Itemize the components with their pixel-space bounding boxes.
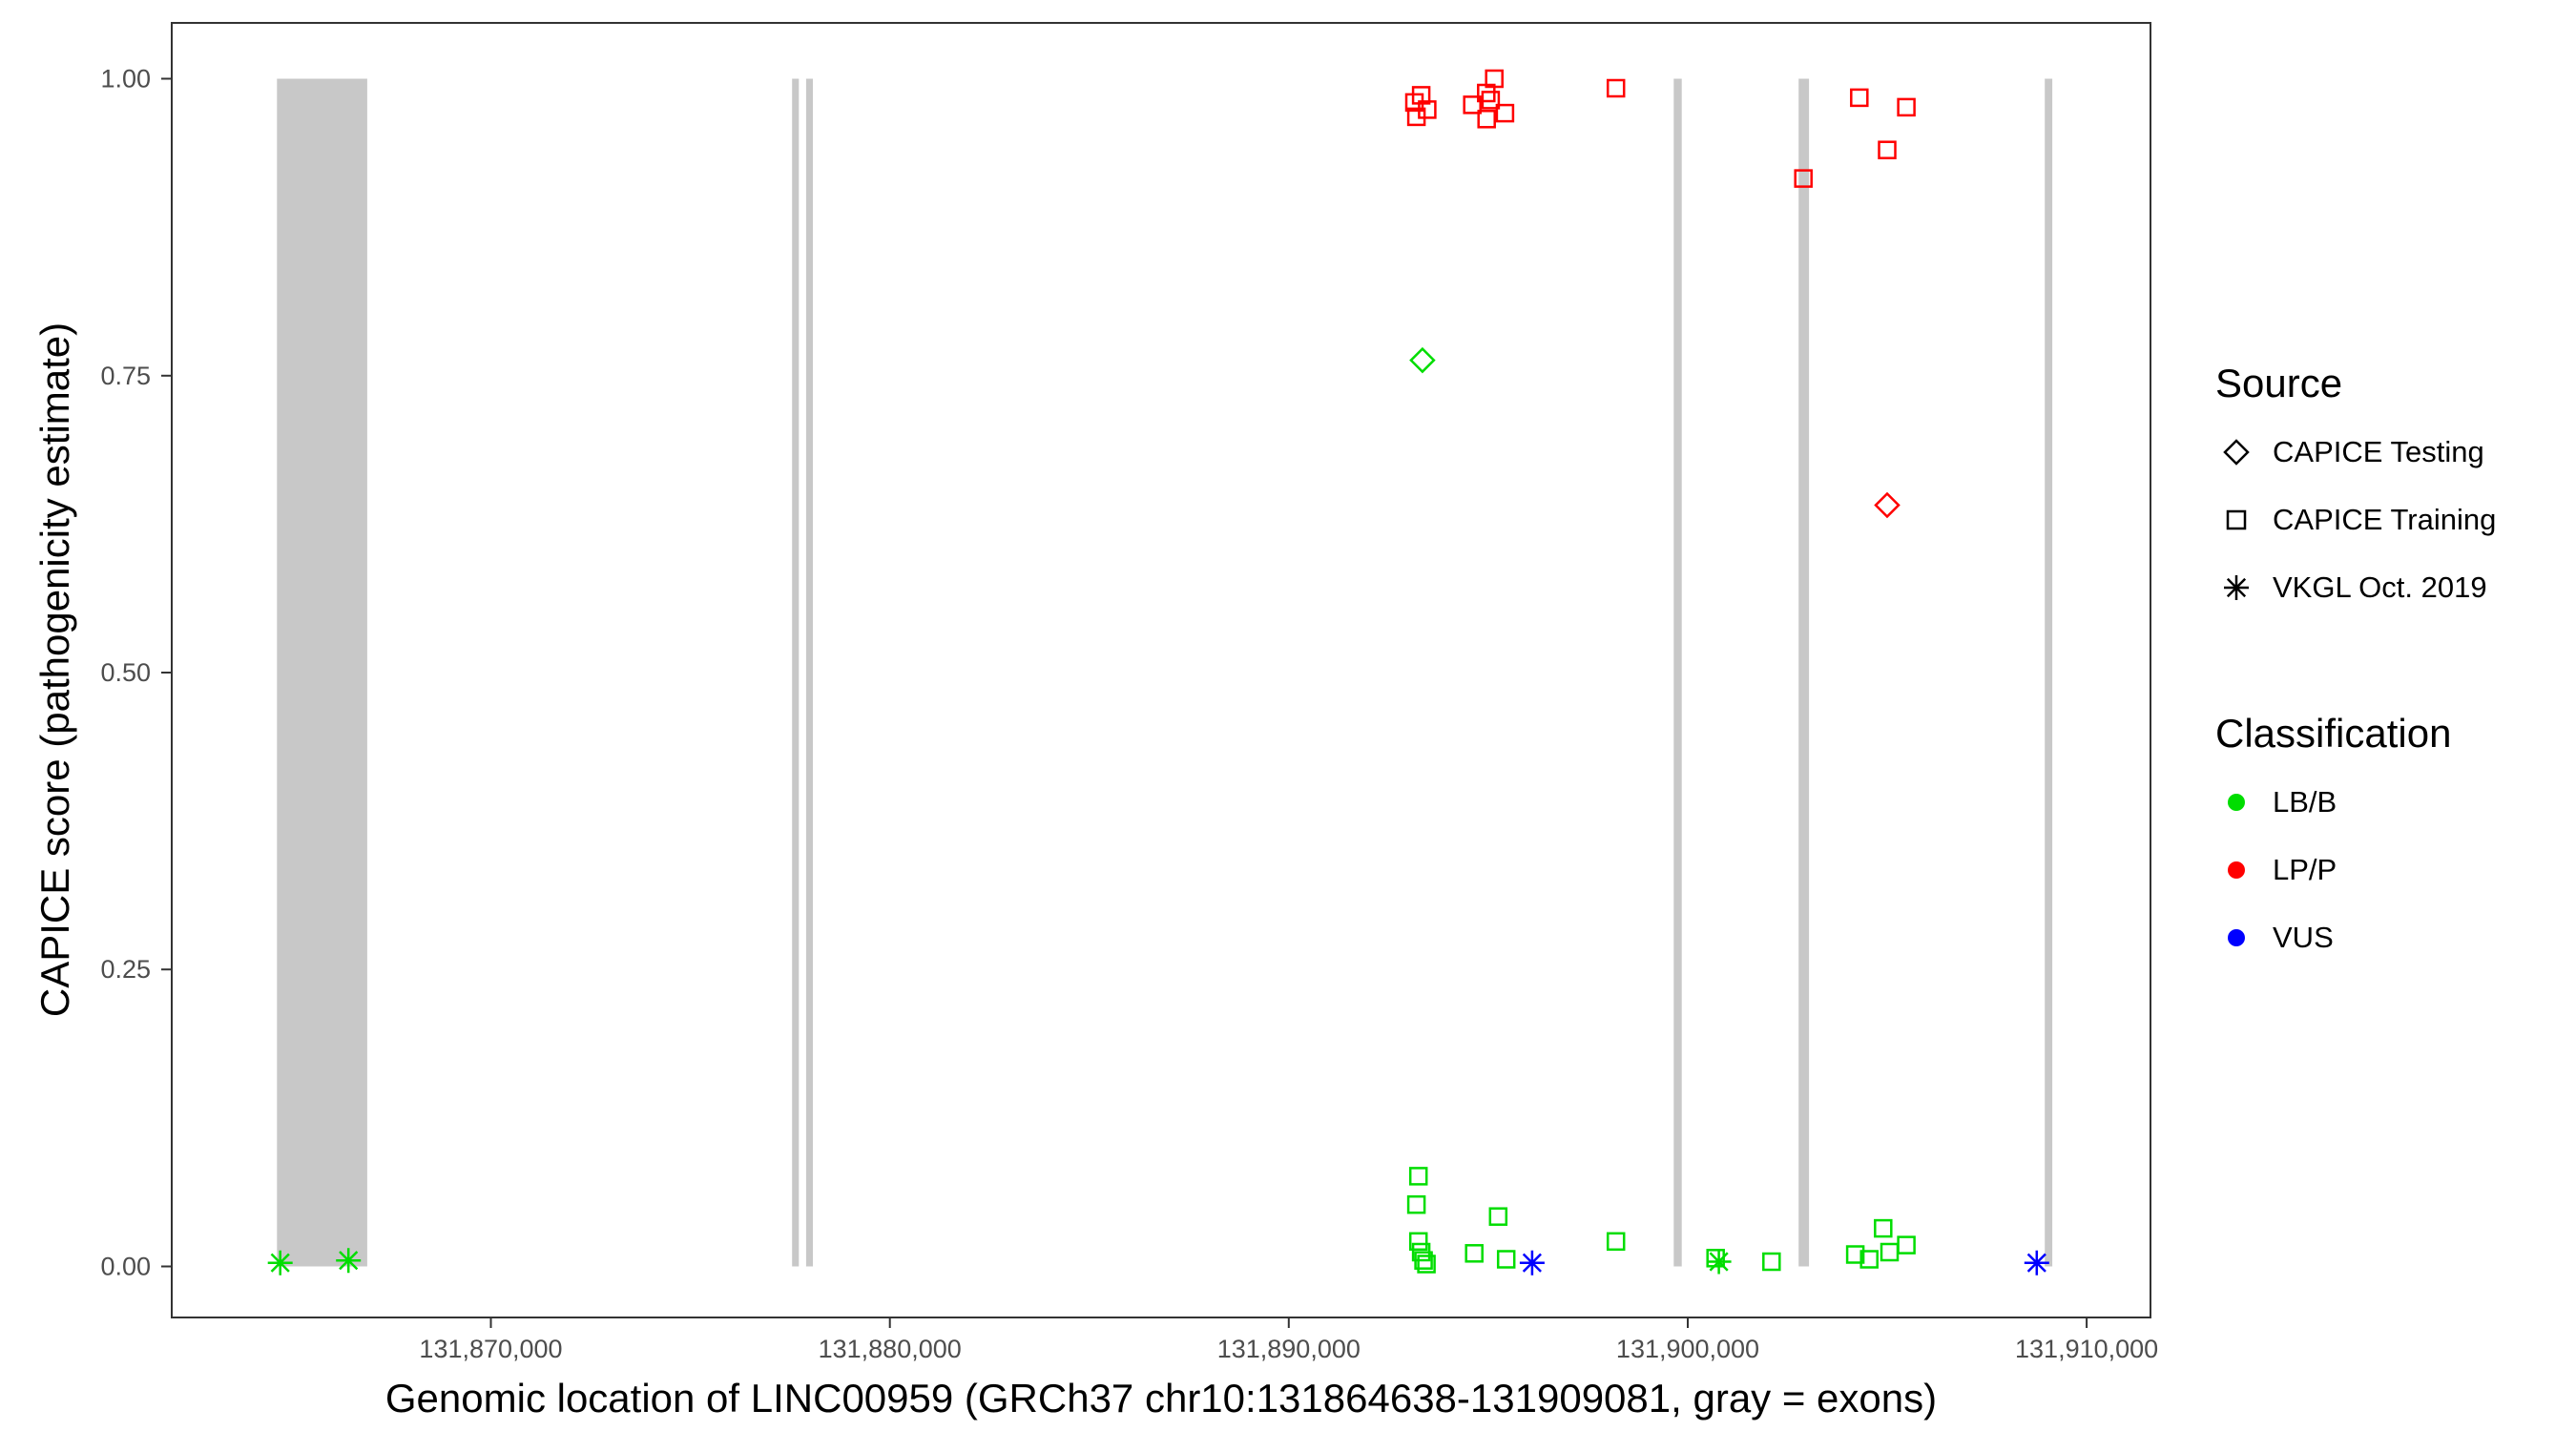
legend-item-capice-testing: CAPICE Testing	[2215, 418, 2496, 486]
data-point-asterisk	[336, 1248, 362, 1274]
legend-item-label: VUS	[2273, 920, 2334, 954]
red-dot-icon	[2228, 861, 2245, 879]
data-point-square	[1411, 86, 1431, 105]
legend-item-capice-training: CAPICE Training	[2215, 486, 2496, 553]
data-point-square	[1495, 103, 1515, 123]
y-tick-label: 0.75	[100, 362, 151, 390]
exon-bar	[792, 78, 800, 1267]
square-icon	[2226, 509, 2247, 529]
data-point-square	[1477, 110, 1496, 129]
exon-bar	[1798, 78, 1810, 1267]
y-tick-label: 1.00	[100, 65, 151, 93]
legend-item-label: CAPICE Training	[2273, 502, 2497, 536]
data-point-square	[1408, 1232, 1428, 1252]
y-tick-label: 0.50	[100, 658, 151, 687]
data-point-square	[1874, 1218, 1893, 1238]
data-point-square	[1406, 1194, 1426, 1214]
y-axis-title: CAPICE score (pathogenicity estimate)	[32, 322, 77, 1017]
y-tick-label: 0.25	[100, 955, 151, 984]
y-tick-label: 0.00	[100, 1253, 151, 1281]
legend: Source CAPICE Testing CAPICE Training VK…	[2215, 355, 2496, 971]
data-point-square	[1762, 1252, 1781, 1272]
legend-item-lpp: LP/P	[2215, 836, 2496, 903]
data-point-asterisk	[2024, 1250, 2049, 1275]
legend-item-vus: VUS	[2215, 903, 2496, 971]
data-point-square	[1859, 1250, 1879, 1269]
diamond-icon	[2223, 438, 2250, 466]
data-point-diamond	[1409, 346, 1436, 374]
data-point-square	[1414, 1251, 1433, 1270]
legend-item-label: LP/P	[2273, 852, 2337, 886]
legend-group-source: Source CAPICE Testing CAPICE Training VK…	[2215, 355, 2496, 621]
legend-item-label: CAPICE Testing	[2273, 434, 2484, 468]
legend-item-vkgl: VKGL Oct. 2019	[2215, 553, 2496, 621]
legend-item-label: LB/B	[2273, 784, 2337, 819]
data-point-square	[1417, 1255, 1436, 1274]
exon-bar	[1673, 78, 1682, 1267]
blue-dot-icon	[2228, 928, 2245, 946]
legend-item-lbb: LB/B	[2215, 768, 2496, 836]
data-point-square	[1897, 97, 1916, 117]
green-dot-icon	[2228, 793, 2245, 811]
axis-ticks: 131,870,000 131,880,000 131,890,000 131,900…	[100, 65, 2158, 1364]
exon-bar	[805, 78, 813, 1267]
x-tick-label: 131,870,000	[419, 1335, 562, 1363]
x-axis-title: Genomic location of LINC00959 (GRCh37 ch…	[385, 1376, 1937, 1421]
data-point-square	[1897, 1235, 1916, 1255]
data-point-asterisk	[267, 1250, 293, 1275]
data-point-square	[1463, 95, 1482, 114]
data-point-asterisk	[1519, 1250, 1545, 1275]
data-point-square	[1465, 1244, 1484, 1263]
data-point-square	[1418, 100, 1437, 119]
x-tick-label: 131,910,000	[2015, 1335, 2158, 1363]
legend-classification-title: Classification	[2215, 711, 2452, 756]
data-point-square	[1878, 140, 1897, 159]
data-point-square	[1485, 69, 1504, 89]
exon-bar	[2045, 78, 2053, 1267]
data-point-square	[1606, 78, 1626, 98]
data-point-square	[1496, 1250, 1516, 1269]
asterisk-icon	[2224, 574, 2249, 600]
x-tick-label: 131,880,000	[819, 1335, 962, 1363]
legend-source-title: Source	[2215, 361, 2343, 405]
data-point-square	[1408, 1167, 1428, 1186]
exon-bars	[277, 78, 2053, 1267]
data-point-square	[1850, 88, 1869, 108]
data-point-square	[1606, 1232, 1626, 1252]
legend-group-classification: Classification LB/B LP/P VUS	[2215, 705, 2496, 971]
data-point-square	[1481, 91, 1501, 110]
data-point-square	[1794, 169, 1813, 188]
data-point-square	[1845, 1245, 1865, 1264]
plot-panel-border	[171, 22, 2151, 1318]
legend-item-label: VKGL Oct. 2019	[2273, 570, 2487, 604]
data-point-asterisk	[1706, 1249, 1732, 1275]
data-points	[267, 69, 2049, 1275]
data-point-square	[1488, 1207, 1508, 1226]
data-point-square	[1880, 1242, 1900, 1262]
x-tick-label: 131,900,000	[1616, 1335, 1759, 1363]
exon-bar	[277, 78, 367, 1267]
data-point-diamond	[1874, 491, 1901, 519]
x-tick-label: 131,890,000	[1217, 1335, 1361, 1363]
